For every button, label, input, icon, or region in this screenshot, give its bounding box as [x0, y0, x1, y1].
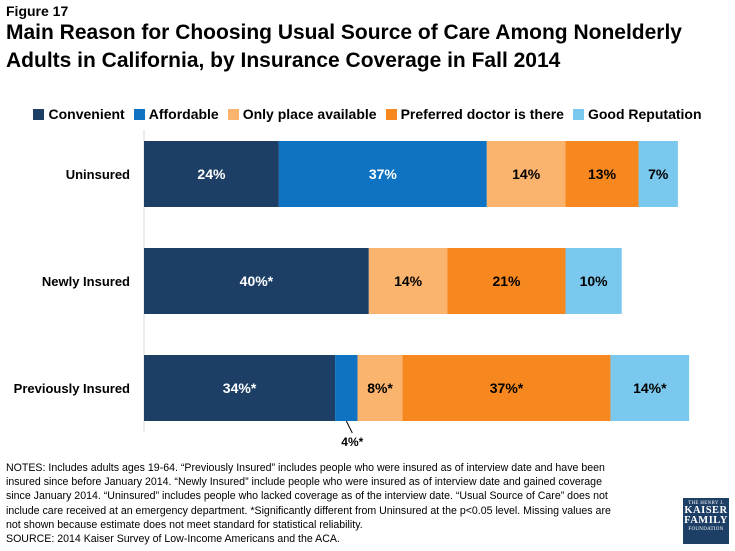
note-line: since January 2014. “Uninsured” includes… — [6, 490, 608, 503]
note-line: SOURCE: 2014 Kaiser Survey of Low-Income… — [6, 533, 340, 546]
data-label: 4%* — [341, 435, 363, 449]
legend-label: Affordable — [148, 106, 219, 122]
data-label: 13% — [588, 166, 617, 182]
logo-line-3: FAMILY — [684, 515, 728, 526]
data-label: 14% — [394, 273, 423, 289]
legend-item: Good Reputation — [572, 106, 702, 122]
bar-segment — [144, 248, 369, 314]
legend-swatch — [572, 108, 584, 120]
data-label: 10% — [580, 273, 609, 289]
note-line: include care received at an emergency de… — [6, 504, 611, 517]
legend-swatch — [33, 108, 45, 120]
chart-plot: Uninsured 24% 37% 14% 13% 7% Newly Insured 40%*… — [14, 130, 690, 449]
bar-segment — [565, 141, 639, 207]
data-label: 24% — [197, 166, 226, 182]
data-label: 37% — [369, 166, 398, 182]
figure-label: Figure 17 — [6, 3, 69, 19]
legend-item: Convenient — [33, 106, 125, 122]
bar-segment — [368, 248, 448, 314]
data-label: 14%* — [633, 380, 667, 396]
legend-item: Preferred doctor is there — [385, 106, 564, 122]
bar-segment — [565, 248, 622, 314]
chart-title: Main Reason for Choosing Usual Source of… — [6, 21, 682, 72]
notes-block: NOTES: Includes adults ages 19-64. “Prev… — [6, 461, 666, 546]
data-label: 21% — [492, 273, 521, 289]
note-line: not shown because estimate does not meet… — [6, 518, 363, 531]
logo-line-4: FOUNDATION — [688, 527, 724, 532]
bar-segment — [278, 141, 487, 207]
bar-segment — [335, 355, 358, 421]
bar-segment — [144, 141, 279, 207]
bar-segment — [402, 355, 611, 421]
note-line: NOTES: Includes adults ages 19-64. “Prev… — [6, 462, 605, 474]
bar-segment — [447, 248, 566, 314]
data-label: 37%* — [490, 380, 524, 396]
bar-segment — [638, 141, 678, 207]
data-label: 14% — [512, 166, 541, 182]
legend-label: Good Reputation — [587, 106, 702, 122]
leader-line — [345, 420, 353, 434]
category-label: Previously Insured — [14, 381, 130, 396]
note-line: insured since before January 2014. “Newl… — [6, 476, 602, 489]
legend-swatch — [385, 108, 397, 120]
category-label: Newly Insured — [42, 274, 130, 289]
bar-segment — [486, 141, 566, 207]
legend-label: Only place available — [242, 106, 377, 122]
legend-item: Affordable — [133, 106, 219, 122]
bar-segment — [610, 355, 690, 421]
chart-legend: Convenient Affordable Only place available… — [0, 106, 735, 122]
legend-swatch — [227, 108, 239, 120]
category-label: Uninsured — [66, 167, 130, 182]
data-label: 8%* — [367, 380, 393, 396]
legend-label: Convenient — [48, 106, 125, 122]
legend-label: Preferred doctor is there — [400, 106, 564, 122]
data-label: 34%* — [223, 380, 257, 396]
logo-line-1: THE HENRY J. — [688, 501, 724, 506]
kff-logo: THE HENRY J. KAISER FAMILY FOUNDATION — [683, 498, 729, 544]
legend-swatch — [133, 108, 145, 120]
logo-line-2: KAISER — [684, 505, 728, 516]
data-label: 7% — [648, 166, 669, 182]
legend-item: Only place available — [227, 106, 377, 122]
data-label: 40%* — [240, 273, 274, 289]
bar-segment — [144, 355, 336, 421]
bar-segment — [357, 355, 403, 421]
